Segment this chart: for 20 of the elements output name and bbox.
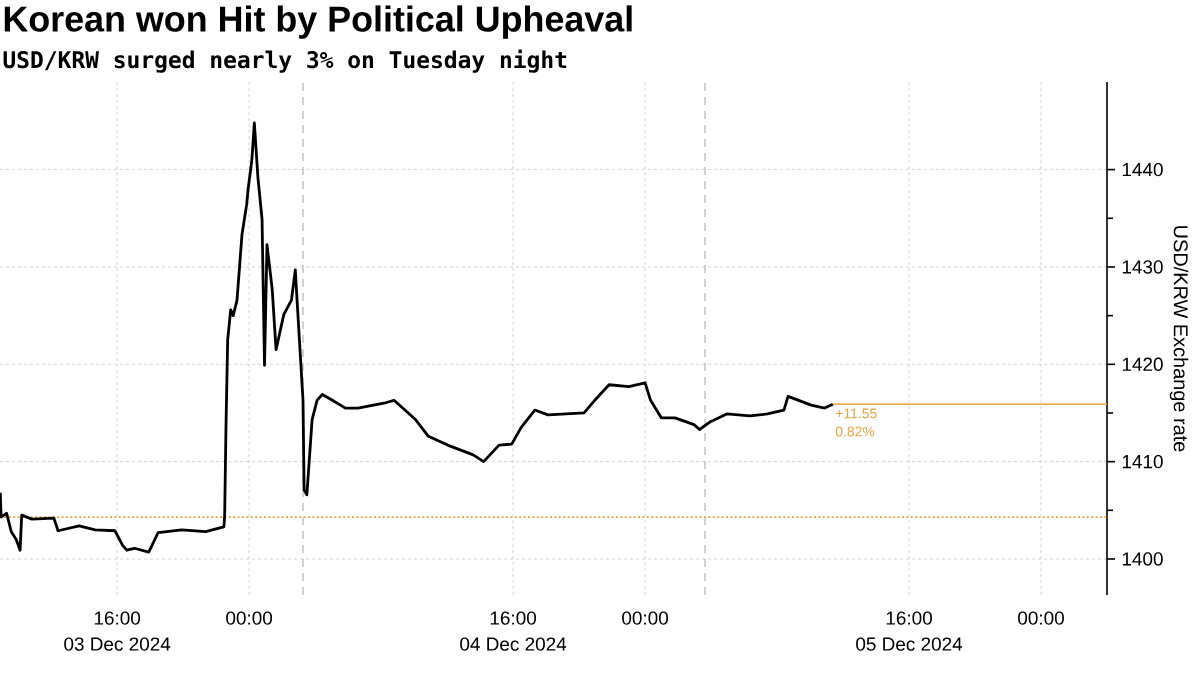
x-tick-label: 00:00	[1018, 611, 1064, 625]
text: 04 Dec 2024	[460, 637, 567, 651]
y-tick-label: 1400	[1122, 552, 1163, 566]
x-tick-label: 00:00	[226, 611, 273, 625]
text: 03 Dec 2024	[64, 637, 171, 651]
x-tick-label: 16:00	[94, 611, 141, 625]
chart-subtitle: USD/KRW surged nearly 3% on Tuesday night	[3, 49, 567, 73]
chart-title: Korean won Hit by Political Upheaval	[4, 5, 632, 39]
line-series	[0, 121, 835, 554]
text: 05 Dec 2024	[856, 637, 963, 651]
y-axis-title: USD/KRW Exchange rate	[1169, 226, 1189, 452]
annotation: +11.55	[835, 408, 877, 419]
x-tick-label: 16:00	[886, 611, 932, 625]
x-tick-label: 16:00	[490, 611, 537, 625]
y-tick-label: 1440	[1122, 162, 1163, 177]
y-tick-label: 1420	[1122, 357, 1163, 371]
y-tick-label: 1410	[1122, 454, 1163, 469]
annotation: 0.82%	[835, 426, 875, 437]
x-tick-label: 00:00	[622, 611, 668, 625]
y-tick-label: 1430	[1122, 260, 1163, 274]
